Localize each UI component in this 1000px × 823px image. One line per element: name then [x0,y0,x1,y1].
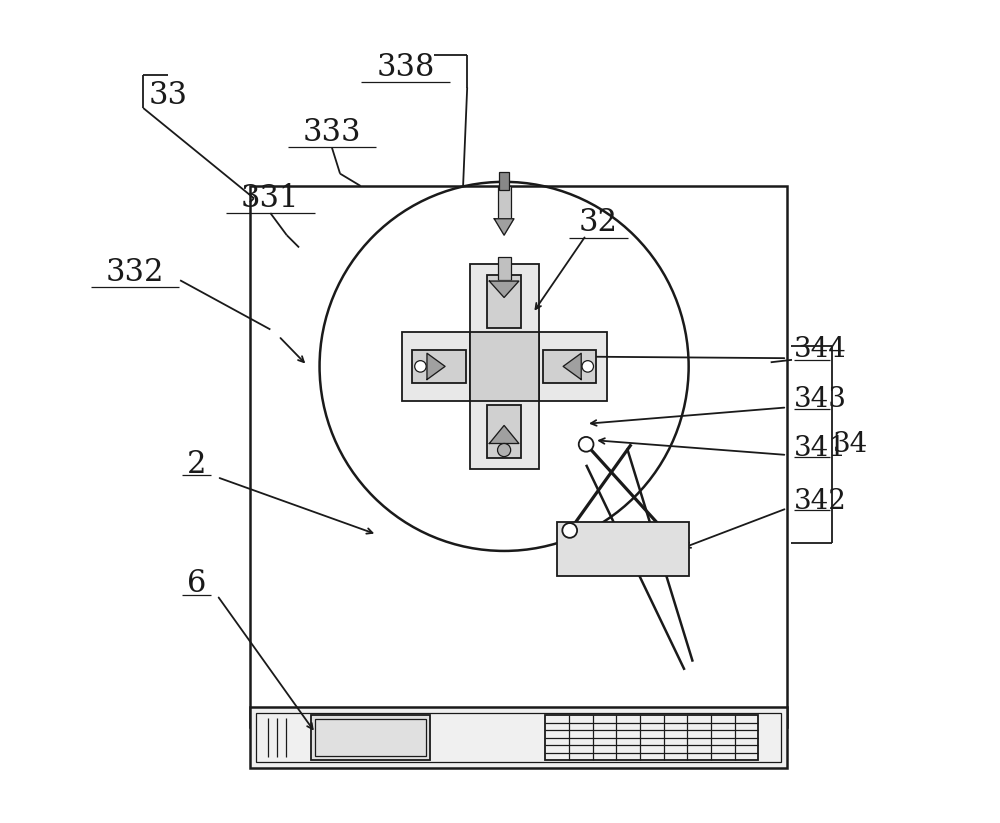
Text: 343: 343 [793,386,846,412]
Bar [250,186,787,728]
Text: 333: 333 [303,117,361,148]
Bar [543,350,596,383]
Polygon shape [494,219,514,235]
Bar [256,714,781,762]
Bar [499,172,509,190]
Polygon shape [489,425,519,444]
Bar [557,523,689,575]
Bar [487,275,521,328]
Bar [311,715,430,760]
Text: 6: 6 [187,568,206,599]
Bar [498,258,511,281]
Text: 338: 338 [376,52,435,82]
Circle shape [415,360,426,372]
Text: 34: 34 [833,430,868,458]
Bar [487,405,521,458]
Polygon shape [563,353,581,379]
Text: 341: 341 [793,435,846,462]
Text: 332: 332 [106,257,164,287]
Bar [250,707,787,769]
Text: 342: 342 [793,488,846,515]
Polygon shape [427,353,445,379]
Text: 331: 331 [241,183,300,214]
Text: 344: 344 [793,337,846,364]
Text: 33: 33 [148,80,187,111]
Bar [470,264,539,469]
Bar [545,715,758,760]
Circle shape [579,437,594,452]
Bar [498,186,511,219]
Bar [412,350,466,383]
Circle shape [498,444,511,457]
Bar [470,332,539,401]
Text: 32: 32 [579,207,618,239]
Bar [402,332,607,401]
Polygon shape [489,281,519,297]
Circle shape [562,523,577,537]
Circle shape [582,360,594,372]
Bar [315,719,426,756]
Text: 2: 2 [187,449,206,481]
